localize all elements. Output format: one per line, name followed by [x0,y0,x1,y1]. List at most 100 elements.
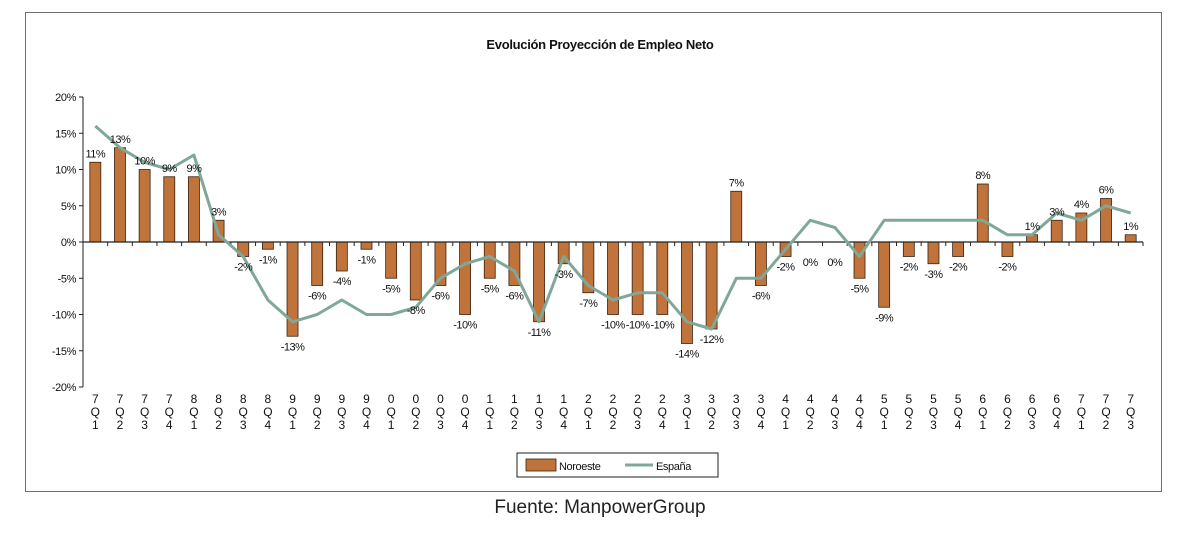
bar-data-label: -5% [382,283,401,295]
x-tick-label: 3 [437,418,444,432]
bar-data-label: 1% [1123,221,1139,233]
x-tick-label: 2 [659,392,666,406]
x-tick-label: 4 [363,418,370,432]
y-tick-label: -20% [52,382,77,394]
x-tick-label: 4 [265,418,272,432]
bar-noroeste [853,241,866,279]
x-tick-label: 9 [363,392,370,406]
bar-data-label: 4% [1074,199,1090,211]
x-tick-label: 3 [733,392,740,406]
bar-data-label: -9% [875,312,894,324]
x-tick-label: 3 [634,418,641,432]
x-tick-label: 2 [215,418,222,432]
bar-data-label: -4% [333,276,352,288]
x-tick-label: Q [904,405,913,419]
x-tick-label: Q [534,405,543,419]
x-tick-label: 2 [585,392,592,406]
x-tick-label: 5 [930,392,937,406]
x-tick-label: 8 [265,392,272,406]
x-tick-label: Q [288,405,297,419]
bar-data-label: -2% [234,262,253,274]
bar-noroeste [188,176,200,243]
x-tick-label: Q [115,405,124,419]
y-tick-label: 10% [55,165,76,177]
x-tick-label: 1 [486,418,493,432]
x-tick-label: 7 [92,392,99,406]
x-tick-label: Q [830,405,839,419]
x-tick-label: 4 [807,392,814,406]
bar-noroeste [335,241,348,272]
x-tick-label: 6 [979,392,986,406]
bar-noroeste [681,241,693,344]
bar-noroeste [261,241,274,250]
x-tick-label: 6 [1004,392,1011,406]
x-tick-label: 1 [511,392,518,406]
bar-noroeste [705,241,718,330]
x-tick-label: 4 [955,418,962,432]
x-tick-label: Q [313,405,322,419]
bar-data-label: 8% [975,170,991,182]
x-tick-label: Q [436,405,445,419]
x-tick-label: 2 [905,418,912,432]
x-tick-label: 1 [289,418,296,432]
x-tick-label: 2 [610,392,617,406]
x-tick-label: Q [189,405,198,419]
bar-data-label: -13% [281,341,305,353]
x-tick-label: 8 [191,392,198,406]
bar-noroeste [631,241,644,315]
legend-label-noroeste: Noroeste [559,461,601,473]
x-tick-label: Q [855,405,864,419]
bar-data-label: 6% [1099,185,1115,197]
x-tick-label: 9 [314,392,321,406]
x-tick-label: Q [879,405,888,419]
x-tick-label: 3 [338,418,345,432]
x-tick-label: Q [263,405,272,419]
y-tick-label: -15% [52,346,77,358]
x-tick-label: Q [239,405,248,419]
bar-noroeste [138,169,151,243]
bar-noroeste [927,241,940,265]
x-tick-label: Q [559,405,568,419]
bar-data-label: -1% [259,254,278,266]
x-tick-label: Q [707,405,716,419]
bar-noroeste [952,241,965,257]
bar-noroeste [1050,219,1063,243]
bar-data-label: 7% [729,177,745,189]
x-tick-label: 1 [486,392,493,406]
x-tick-label: 2 [1103,418,1110,432]
bar-noroeste [163,176,176,243]
bar-data-label: 10% [134,156,155,168]
bar-data-label: -1% [357,254,376,266]
x-tick-label: Q [1003,405,1012,419]
x-tick-label: 5 [955,392,962,406]
x-tick-label: 4 [782,392,789,406]
x-tick-label: 4 [560,418,567,432]
x-tick-label: Q [608,405,617,419]
bar-noroeste [607,241,619,315]
x-tick-label: 7 [166,392,173,406]
bar-data-label: 0% [827,257,843,269]
x-tick-label: Q [756,405,765,419]
x-tick-label: Q [386,405,395,419]
x-tick-label: 4 [758,418,765,432]
bar-data-label: -6% [308,291,327,303]
x-tick-label: 7 [117,392,124,406]
x-tick-label: Q [781,405,790,419]
x-tick-label: 3 [684,392,691,406]
chart-title: Evolución Proyección de Empleo Neto [486,37,714,52]
bar-data-label: -11% [528,327,552,339]
x-tick-label: 4 [166,418,173,432]
x-tick-label: Q [411,405,420,419]
line-espana [94,124,1132,331]
x-tick-label: 1 [92,418,99,432]
bar-data-label: 1% [1025,221,1041,233]
bar-noroeste [1124,234,1137,243]
x-tick-label: 3 [240,418,247,432]
y-tick-label: -5% [58,273,77,285]
x-tick-label: Q [460,405,469,419]
x-tick-label: 0 [388,392,395,406]
legend-swatch-noroeste [525,458,557,472]
x-tick-label: 2 [117,418,124,432]
x-tick-label: 3 [1029,418,1036,432]
x-tick-label: 1 [191,418,198,432]
